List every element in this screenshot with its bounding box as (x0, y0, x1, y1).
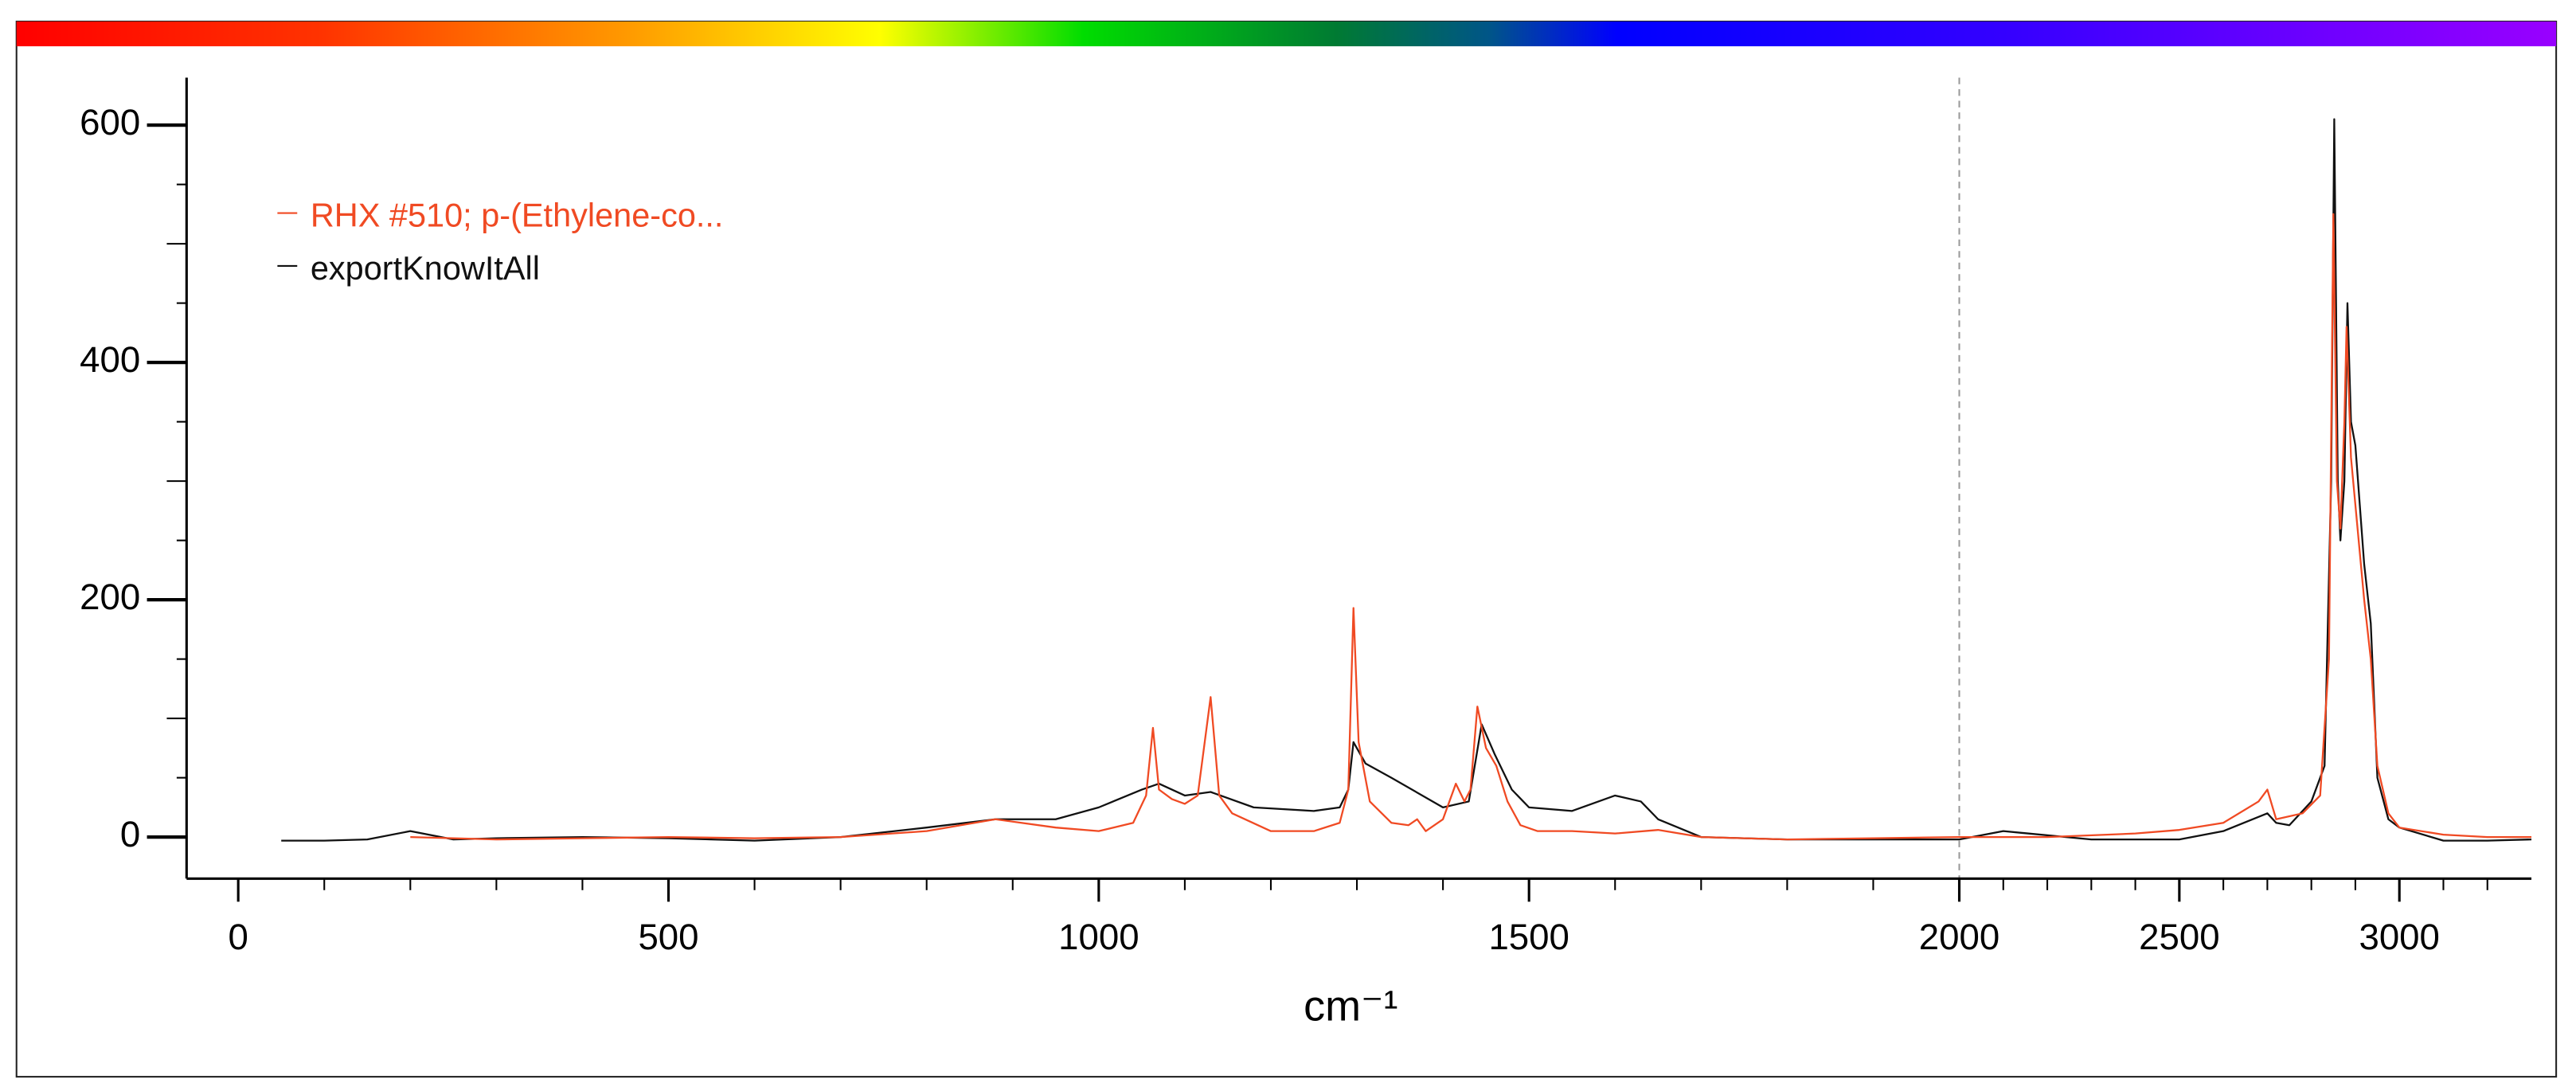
series-line (410, 213, 2532, 841)
y-tick-label: 200 (80, 577, 140, 617)
x-tick-label: 2500 (2139, 917, 2219, 957)
x-tick-label: 500 (638, 917, 698, 957)
x-tick-label: 0 (228, 917, 248, 957)
x-tick-label: 1000 (1058, 917, 1139, 957)
legend-label: RHX #510; p-(Ethylene-co... (311, 197, 724, 234)
y-tick-label: 400 (80, 339, 140, 380)
y-tick-label: 600 (80, 102, 140, 143)
x-tick-label: 2000 (1919, 917, 1999, 957)
y-tick-label: 0 (120, 814, 140, 854)
x-axis-label: cm⁻¹ (1304, 982, 1397, 1030)
x-tick-label: 3000 (2359, 917, 2439, 957)
legend-label: exportKnowItAll (311, 249, 540, 287)
spectrum-bar (16, 22, 2557, 47)
x-tick-label: 1500 (1488, 917, 1569, 957)
